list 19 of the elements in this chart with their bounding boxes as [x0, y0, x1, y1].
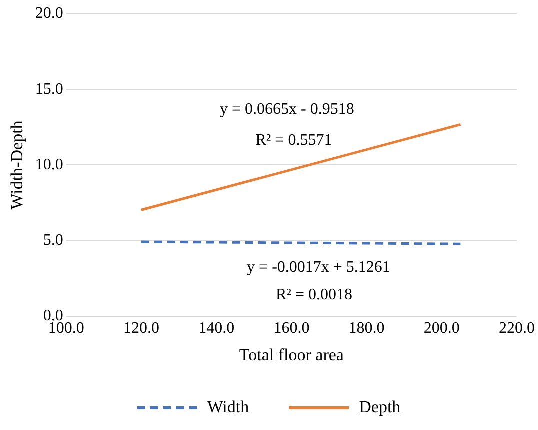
legend-label: Width	[207, 397, 250, 416]
x-tick-label: 140.0	[198, 320, 235, 338]
y-tick-label: 5.0	[43, 232, 64, 250]
annotation: R² = 0.5571	[256, 132, 332, 149]
annotation: y = -0.0017x + 5.1261	[247, 259, 390, 276]
x-tick-label: 200.0	[424, 320, 460, 338]
y-tick-label: 20.0	[35, 5, 64, 22]
x-tick-label: 120.0	[124, 320, 160, 338]
x-tick-label: 220.0	[499, 320, 535, 338]
annotation: R² = 0.0018	[276, 286, 352, 304]
y-tick-label: 10.0	[35, 156, 64, 174]
y-axis-title: Width-Depth	[8, 120, 27, 210]
annotation: y = 0.0665x - 0.9518	[220, 101, 354, 118]
x-tick-label: 100.0	[48, 320, 84, 338]
x-tick-label: 180.0	[348, 320, 385, 338]
x-tick-label: 160.0	[274, 320, 310, 338]
x-axis-title: Total floor area	[239, 345, 344, 364]
legend-label: Depth	[359, 397, 402, 416]
y-tick-label: 15.0	[35, 80, 64, 98]
